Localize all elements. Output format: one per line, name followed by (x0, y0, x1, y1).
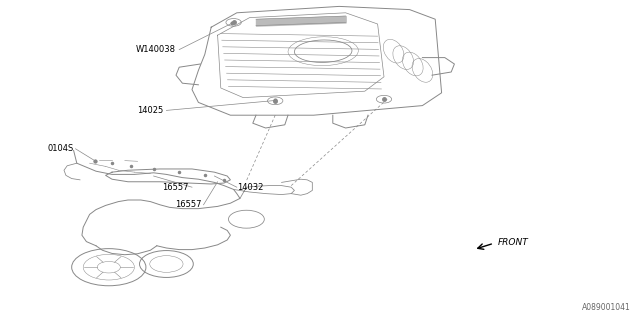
Text: 0104S: 0104S (47, 144, 74, 153)
Text: 14032: 14032 (237, 183, 263, 192)
Text: FRONT: FRONT (498, 238, 529, 247)
Text: 16557: 16557 (175, 200, 202, 209)
Text: W140038: W140038 (136, 45, 176, 54)
Text: A089001041: A089001041 (582, 303, 630, 312)
Text: 16557: 16557 (163, 183, 189, 192)
Text: 14025: 14025 (137, 106, 163, 115)
